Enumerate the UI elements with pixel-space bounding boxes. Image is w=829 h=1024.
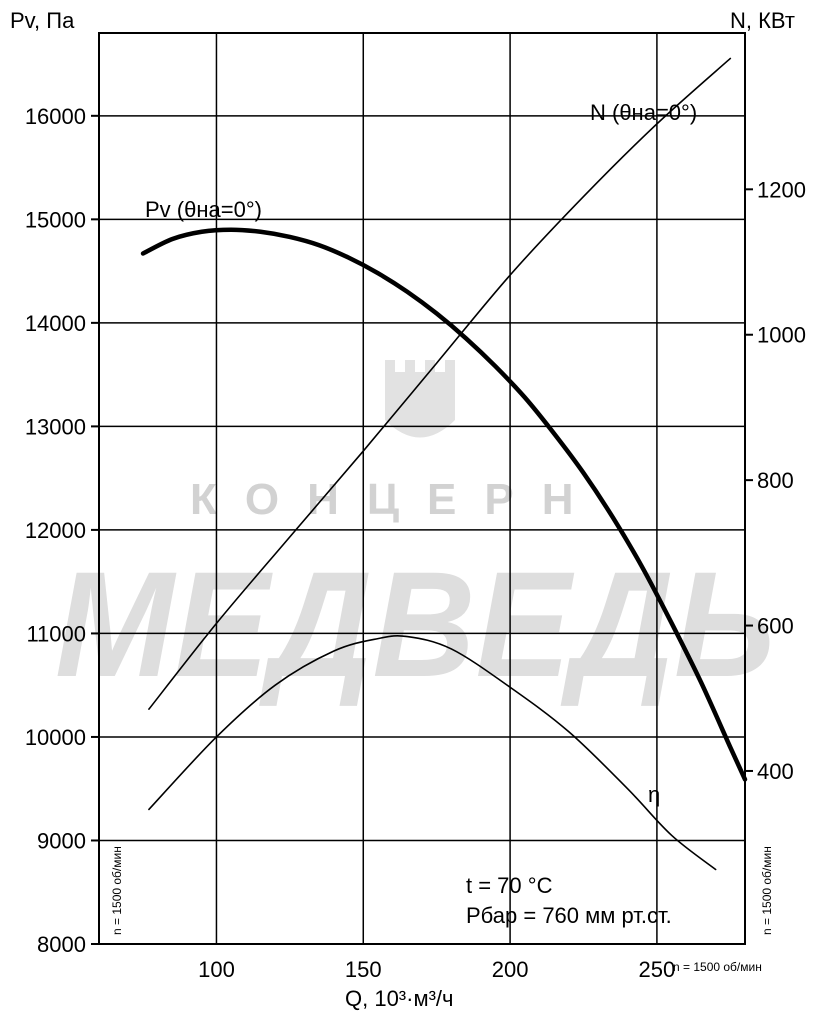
series-n-line	[148, 57, 732, 710]
watermark-line1: КОНЦЕРН	[190, 475, 601, 524]
x-tick-label: 200	[492, 957, 529, 982]
y-left-axis-title: Pv, Па	[10, 8, 75, 33]
y-left-tick-label: 12000	[25, 518, 86, 543]
y-left-tick-label: 15000	[25, 207, 86, 232]
y-right-tick-label: 1200	[757, 177, 806, 202]
tick-labels: 100 150 200 250 8000 9000 10000 11000 12000 13000…	[25, 104, 806, 982]
curves	[140, 57, 748, 871]
watermark: КОНЦЕРН МЕДВЕДЬ	[55, 360, 775, 708]
series-label-eta: η	[648, 782, 660, 807]
watermark-line2: МЕДВЕДЬ	[55, 540, 775, 708]
rpm-note-right: n = 1500 об/мин	[760, 846, 774, 935]
rpm-note-bottom: n = 1500 об/мин	[673, 960, 762, 974]
x-tick-label: 250	[639, 957, 676, 982]
series-label-n: N (θна=0°)	[590, 100, 697, 125]
y-left-tick-label: 14000	[25, 311, 86, 336]
x-tick-label: 150	[345, 957, 382, 982]
annotation-pressure: Рбар = 760 мм рт.ст.	[466, 903, 672, 928]
grid	[99, 33, 745, 944]
rpm-note-left: n = 1500 об/мин	[110, 846, 124, 935]
y-left-tick-label: 8000	[37, 932, 86, 957]
y-right-tick-label: 800	[757, 468, 794, 493]
y-left-tick-label: 9000	[37, 828, 86, 853]
series-label-pv: Pv (θна=0°)	[145, 197, 262, 222]
plot-frame	[98, 32, 746, 945]
x-tick-label: 100	[198, 957, 235, 982]
y-left-tick-label: 10000	[25, 725, 86, 750]
series-eta-line	[148, 634, 717, 871]
annotation-temperature: t = 70 °C	[466, 873, 553, 898]
x-axis-title: Q, 10³·м³/ч	[345, 986, 454, 1011]
y-left-tick-label: 13000	[25, 414, 86, 439]
y-left-tick-label: 16000	[25, 104, 86, 129]
watermark-logo-icon	[385, 360, 455, 438]
series-pv-line	[140, 227, 748, 782]
y-left-tick-label: 11000	[26, 621, 86, 646]
y-right-tick-label: 1000	[757, 323, 806, 348]
y-right-axis-title: N, КВт	[730, 8, 795, 33]
y-right-tick-label: 600	[757, 614, 794, 639]
y-right-tick-label: 400	[757, 759, 794, 784]
